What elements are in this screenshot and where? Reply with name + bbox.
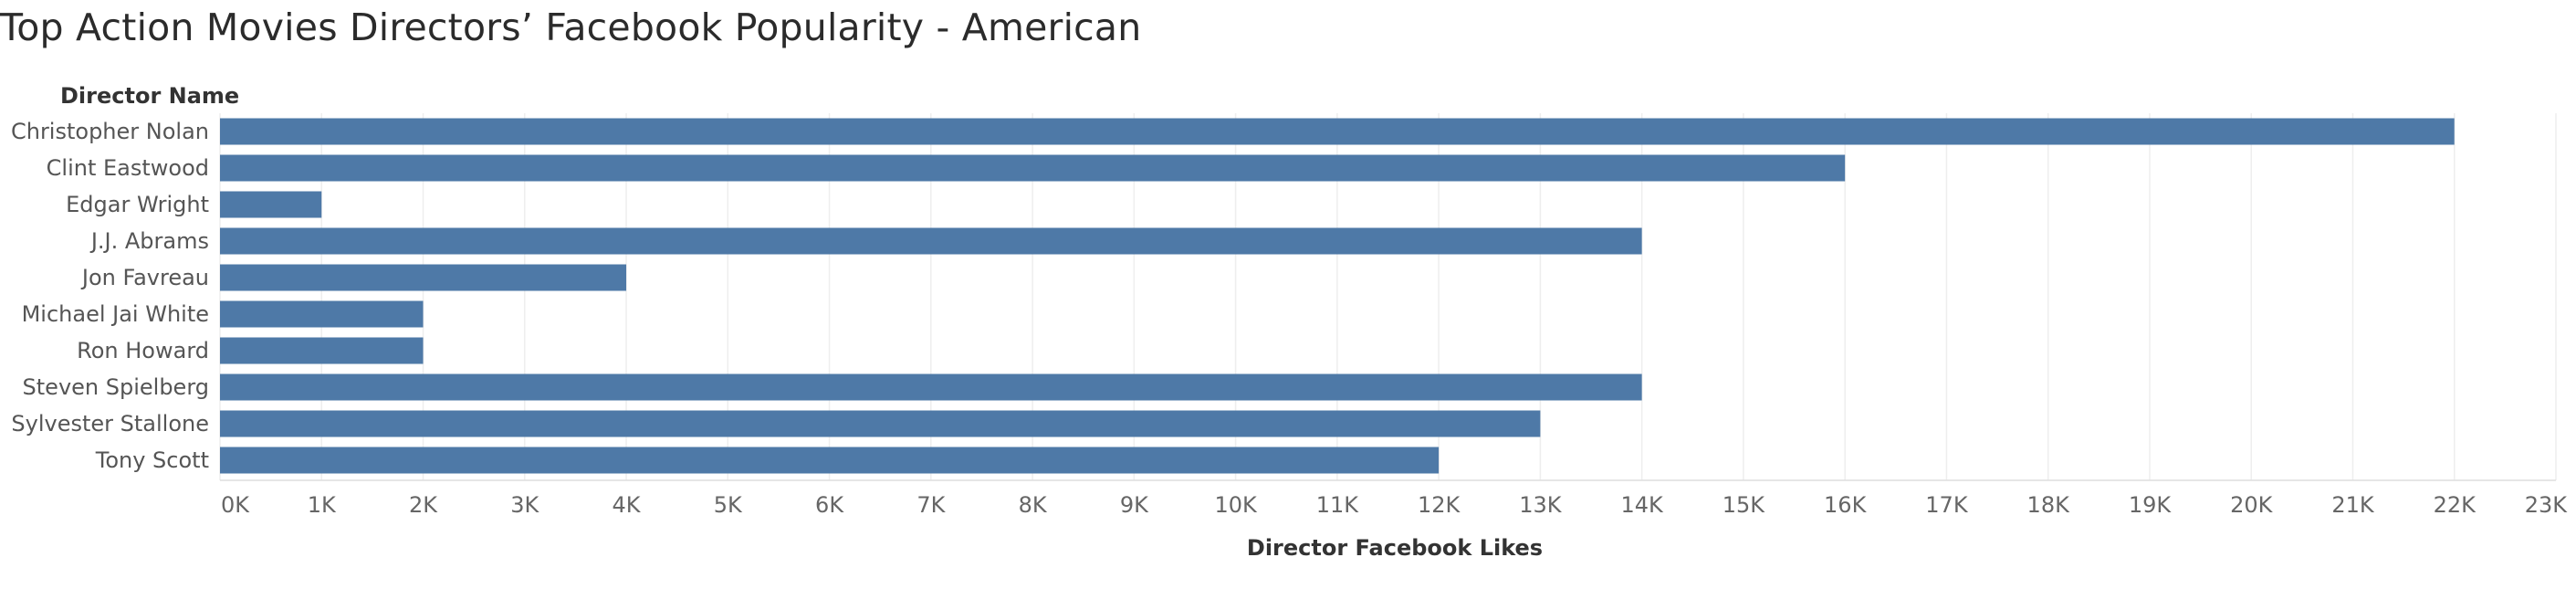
x-tick-label: 18K [2027, 492, 2071, 518]
x-tick-label: 13K [1519, 492, 1563, 518]
x-tick-label: 9K [1120, 492, 1149, 518]
x-tick-label: 2K [409, 492, 438, 518]
x-tick-label: 17K [1925, 492, 1969, 518]
bar[interactable] [220, 227, 1642, 255]
category-label: J.J. Abrams [89, 228, 209, 254]
bar[interactable] [220, 447, 1440, 474]
x-tick-label: 21K [2331, 492, 2375, 518]
x-tick-label: 20K [2230, 492, 2274, 518]
x-axis-title: Director Facebook Likes [1247, 535, 1543, 561]
category-label: Christopher Nolan [11, 119, 209, 144]
x-tick-label: 14K [1621, 492, 1665, 518]
x-tick-label: 16K [1824, 492, 1868, 518]
bars [220, 118, 2455, 474]
bar[interactable] [220, 191, 322, 218]
x-tick-label: 12K [1418, 492, 1461, 518]
bar[interactable] [220, 410, 1541, 437]
x-tick-label: 19K [2129, 492, 2173, 518]
category-label: Edgar Wright [66, 192, 209, 217]
x-tick-label: 0K [221, 492, 250, 518]
bar[interactable] [220, 264, 627, 291]
category-label: Ron Howard [77, 338, 209, 363]
x-tick-label: 10K [1214, 492, 1258, 518]
x-tick-label: 1K [308, 492, 337, 518]
bar[interactable] [220, 337, 424, 364]
bar[interactable] [220, 300, 424, 328]
x-tick-label: 8K [1019, 492, 1048, 518]
x-tick-label: 7K [916, 492, 946, 518]
x-tick-label: 15K [1723, 492, 1766, 518]
x-tick-label: 5K [714, 492, 743, 518]
category-label: Michael Jai White [22, 301, 209, 327]
category-label: Jon Favreau [80, 265, 209, 290]
x-axis-ticks: 0K 1K 2K 3K 4K 5K 6K 7K 8K 9K 10K 11K 12K 13K 14K 15K 16… [221, 492, 2568, 518]
x-tick-label: 23K [2525, 492, 2569, 518]
category-label: Steven Spielberg [23, 374, 209, 400]
x-tick-label: 22K [2434, 492, 2477, 518]
x-tick-label: 6K [815, 492, 844, 518]
bar[interactable] [220, 118, 2455, 145]
x-tick-label: 4K [613, 492, 642, 518]
category-label: Clint Eastwood [47, 155, 209, 181]
bar[interactable] [220, 373, 1642, 401]
x-tick-label: 3K [510, 492, 539, 518]
bar[interactable] [220, 154, 1846, 182]
category-label: Tony Scott [95, 447, 209, 473]
chart-title: Top Action Movies Directors’ Facebook Po… [0, 5, 1142, 49]
x-tick-label: 11K [1316, 492, 1360, 518]
row-header-label: Director Name [60, 83, 239, 109]
category-labels: Christopher Nolan Clint Eastwood Edgar Wri… [11, 119, 209, 473]
category-label: Sylvester Stallone [11, 411, 209, 436]
